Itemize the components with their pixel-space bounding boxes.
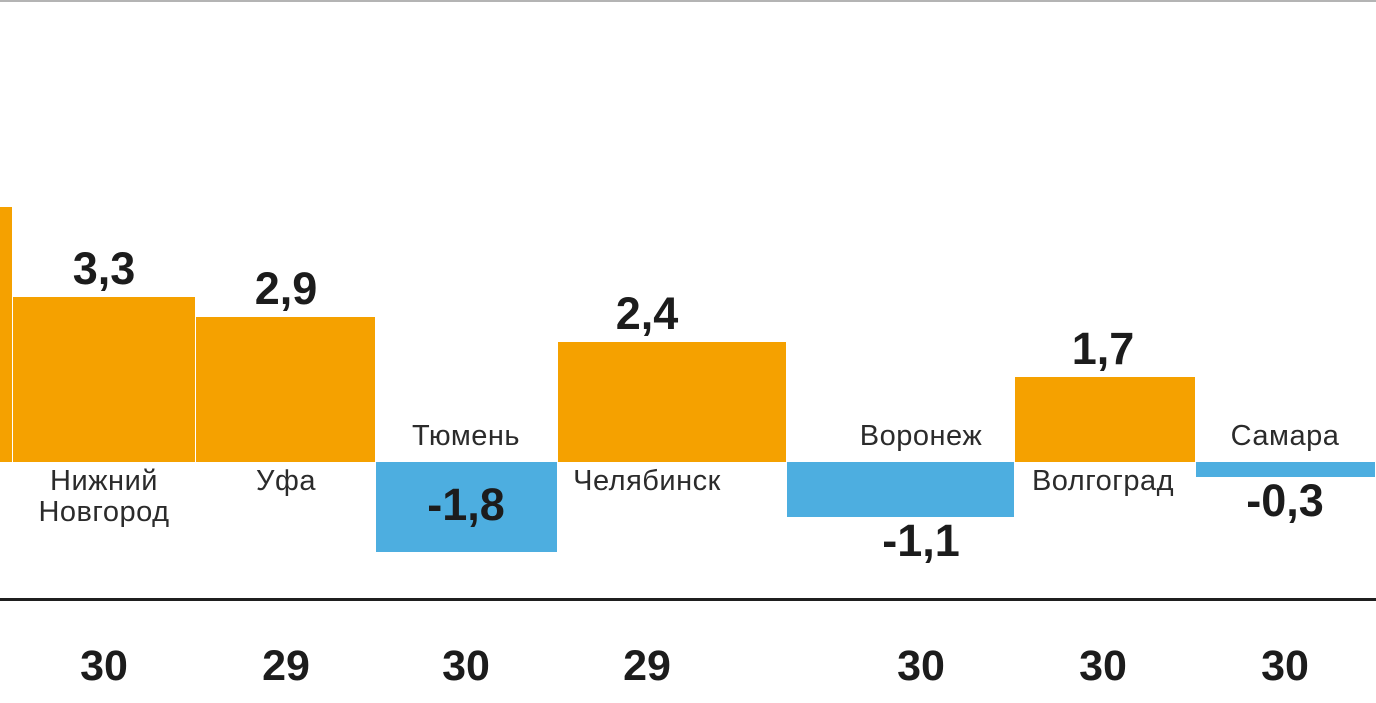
bar xyxy=(1196,462,1375,477)
top-border-line xyxy=(0,0,1376,2)
city-label: Уфа xyxy=(256,465,316,497)
x-axis-line xyxy=(0,598,1376,601)
value-label: 1,7 xyxy=(1071,323,1135,374)
value-label: 2,9 xyxy=(254,263,318,314)
clipped-bar xyxy=(0,207,12,462)
x-tick-label: 30 xyxy=(80,642,128,690)
x-tick-label: 30 xyxy=(1261,642,1309,690)
x-tick-label: 30 xyxy=(1079,642,1127,690)
value-label: -0,3 xyxy=(1246,475,1324,526)
bar xyxy=(196,317,375,462)
bar xyxy=(13,297,195,462)
bar xyxy=(787,462,1014,517)
bar xyxy=(558,342,786,462)
city-label: Тюмень xyxy=(411,419,521,452)
city-label: Челябинск xyxy=(573,465,721,497)
bar xyxy=(376,462,557,552)
city-label: Воронеж xyxy=(859,419,983,452)
value-label: -1,1 xyxy=(882,515,960,566)
x-tick-label: 29 xyxy=(623,642,671,690)
bar xyxy=(1015,377,1195,462)
city-label: Самара xyxy=(1230,419,1340,452)
city-label: Нижний Новгород xyxy=(38,465,170,529)
x-tick-label: 30 xyxy=(897,642,945,690)
value-label: 2,4 xyxy=(615,288,679,339)
value-label: 3,3 xyxy=(72,243,136,294)
city-label: Волгоград xyxy=(1031,465,1175,497)
x-tick-label: 30 xyxy=(442,642,490,690)
value-label: -1,8 xyxy=(427,479,505,530)
x-tick-label: 29 xyxy=(262,642,310,690)
